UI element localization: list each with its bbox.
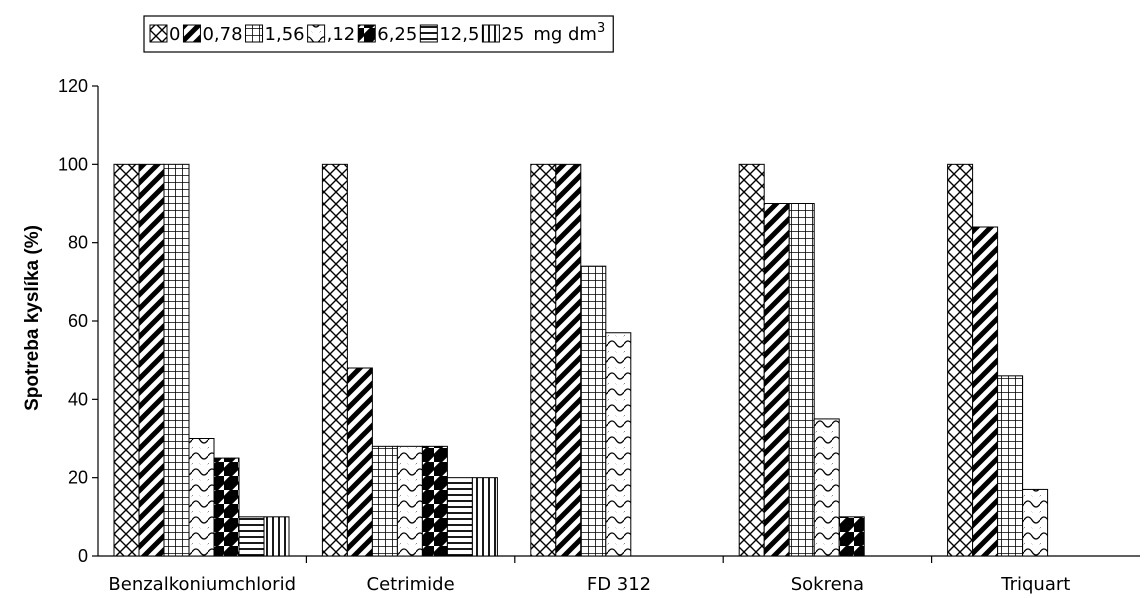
legend-swatch-crosshatch [149, 24, 168, 43]
legend-swatch-scallop [307, 24, 326, 43]
bar-diag-bold [838, 516, 865, 557]
bar-horizontal [446, 477, 473, 557]
bars [113, 163, 1049, 557]
bar-grid [997, 375, 1024, 557]
bar-diag-thick [763, 203, 790, 557]
legend-swatch-horizontal [419, 24, 438, 43]
bar-grid [163, 163, 190, 557]
bar-vertical [263, 516, 290, 557]
bar-crosshatch [321, 163, 348, 557]
bar-diag-bold [421, 445, 448, 557]
category-label: Cetrimide [367, 574, 455, 595]
bar-horizontal [238, 516, 265, 557]
bar-crosshatch [738, 163, 765, 557]
category-label: Triquart [1000, 574, 1070, 595]
bar-diag-thick [138, 163, 165, 557]
y-tick-label: 0 [78, 546, 88, 566]
legend-label: 1,56 [265, 24, 305, 45]
bar-crosshatch [113, 163, 140, 557]
y-axis: 0 20 40 60 80 100 120 [58, 76, 99, 566]
bar-scallop [1022, 488, 1049, 557]
bar-diag-thick [972, 226, 999, 557]
bar-crosshatch [947, 163, 974, 557]
bar-crosshatch [530, 163, 557, 557]
legend-label: 25 [501, 24, 524, 45]
legend-box [143, 15, 614, 53]
y-tick-label: 60 [68, 311, 88, 331]
bar-scallop [813, 418, 840, 557]
legend-label: 0,78 [202, 24, 242, 45]
legend: 0 0,78 1,56 ,12 6,25 12,5 25 mg dm3 [143, 15, 614, 53]
category-label: FD 312 [587, 574, 651, 595]
legend-unit: mg dm3 [533, 21, 605, 45]
legend-swatch-diag-bold [357, 24, 376, 43]
bar-scallop [396, 445, 423, 557]
y-tick-label: 80 [68, 233, 88, 253]
y-tick-label: 120 [58, 76, 88, 96]
bar-diag-thick [346, 367, 373, 557]
y-axis-title: Spotreba kyslíka (%) [22, 225, 43, 411]
category-label: Benzalkoniumchlorid [108, 574, 296, 595]
y-tick-label: 20 [68, 468, 88, 488]
legend-swatch-grid [245, 24, 264, 43]
bar-diag-bold [213, 457, 240, 557]
legend-swatch-diag-thick [182, 24, 201, 43]
legend-label: ,12 [327, 24, 356, 45]
x-axis: Benzalkoniumchlorid Cetrimide FD 312 Sokren… [98, 555, 1140, 595]
bar-scallop [605, 332, 632, 557]
bar-scallop [188, 438, 215, 557]
legend-swatch-vertical [481, 24, 500, 43]
category-label: Sokrena [791, 574, 864, 595]
y-tick-label: 100 [58, 154, 88, 174]
legend-label: 12,5 [439, 24, 479, 45]
legend-label: 0 [169, 24, 180, 45]
y-tick-label: 40 [68, 389, 88, 409]
legend-label: 6,25 [377, 24, 417, 45]
bar-diag-thick [555, 163, 582, 557]
bar-grid [580, 265, 607, 557]
bar-vertical [471, 477, 498, 557]
bar-grid [788, 203, 815, 557]
bar-grid [371, 445, 398, 557]
